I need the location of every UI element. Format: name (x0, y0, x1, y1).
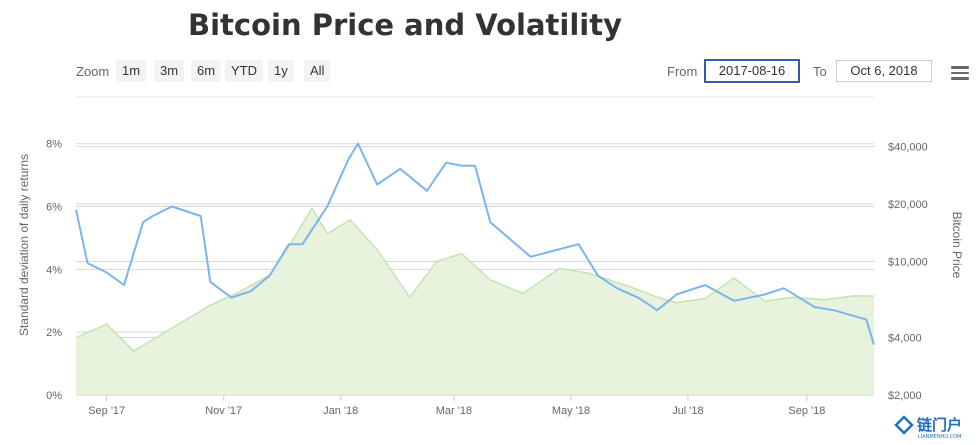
x-tick-label: Sep '17 (88, 405, 125, 417)
left-axis-ticks: 0% 2% 4% 6% 8% (46, 139, 62, 402)
right-tick-label: $4,000 (888, 333, 922, 345)
left-tick-label: 4% (46, 264, 62, 276)
zoom-label: Zoom (76, 64, 110, 79)
right-tick-label: $40,000 (888, 142, 928, 154)
price-area-fill (76, 208, 874, 395)
right-tick-label: $20,000 (888, 199, 928, 211)
x-tick-label: May '18 (552, 405, 590, 417)
right-tick-label: $10,000 (888, 257, 928, 269)
left-tick-label: 2% (46, 327, 62, 339)
right-axis-ticks: $2,000 $4,000 $10,000 $20,000 $40,000 (888, 142, 928, 402)
volatility-line-layer (75, 142, 875, 345)
right-axis-title: Bitcoin Price (950, 212, 964, 279)
zoom-1y-button[interactable]: 1y (268, 60, 294, 82)
left-tick-label: 0% (46, 390, 62, 402)
watermark-logo-icon (894, 415, 914, 435)
to-date-input[interactable]: Oct 6, 2018 (836, 60, 932, 82)
x-tick-label: Sep '18 (788, 405, 825, 417)
hamburger-menu-icon[interactable] (951, 66, 969, 80)
x-tick-label: Jul '18 (672, 405, 703, 417)
zoom-all-button[interactable]: All (304, 60, 331, 82)
left-tick-label: 6% (46, 202, 62, 214)
price-area-line (75, 206, 874, 352)
from-date-input[interactable]: 2017-08-16 (704, 59, 800, 83)
watermark-sub: LIANMENHU.COM (918, 434, 961, 440)
to-label: To (813, 64, 827, 79)
zoom-6m-button[interactable]: 6m (191, 60, 222, 82)
x-tick-label: Mar '18 (436, 405, 472, 417)
zoom-1m-button[interactable]: 1m (116, 60, 147, 82)
from-label: From (667, 64, 698, 79)
watermark-text: 链门户 (917, 416, 962, 434)
volatility-line (75, 142, 875, 345)
x-axis-ticks: Sep '17 Nov '17 Jan '18 Mar '18 May '18 Jul '… (88, 395, 825, 417)
left-tick-label: 8% (46, 139, 62, 151)
x-tick-label: Jan '18 (323, 405, 358, 417)
right-tick-label: $2,000 (888, 390, 922, 402)
zoom-ytd-button[interactable]: YTD (225, 60, 263, 82)
x-tick-label: Nov '17 (205, 405, 242, 417)
chart-title: Bitcoin Price and Volatility (188, 8, 622, 42)
zoom-3m-button[interactable]: 3m (154, 60, 185, 82)
left-axis-title: Standard deviation of daily returns (17, 154, 31, 336)
price-area-layer (75, 206, 874, 395)
watermark: 链门户 LIANMENHU.COM (894, 415, 962, 440)
